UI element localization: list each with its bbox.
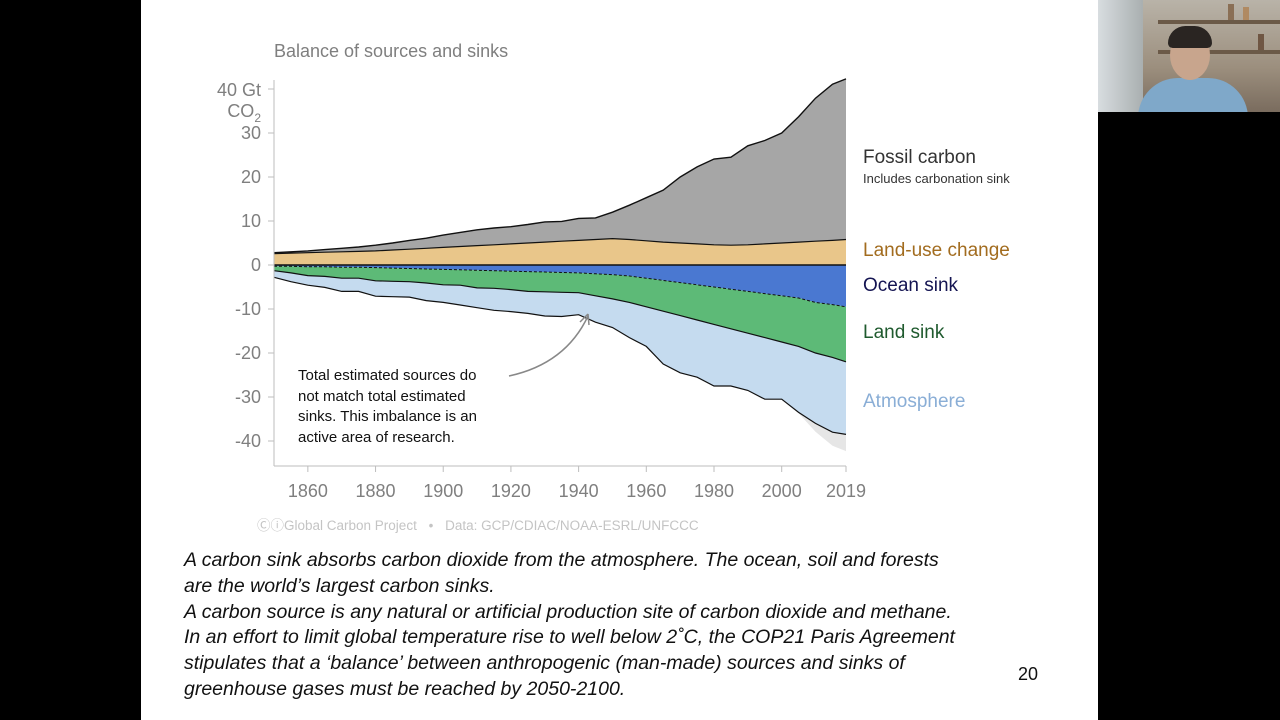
- webcam-presenter-hair: [1168, 26, 1212, 48]
- legend-fossil-sublabel: Includes carbonation sink: [863, 171, 1010, 186]
- y-tick-label: 30: [241, 123, 261, 143]
- series-ocean-sink-area: [274, 265, 846, 307]
- annotation-line: sinks. This imbalance is an: [298, 408, 477, 425]
- legend-fossil-carbon: Fossil carbon Includes carbonation sink: [863, 147, 1010, 186]
- caption-line: In an effort to limit global temperature…: [184, 626, 955, 649]
- chart-credit: ⒸⓘGlobal Carbon Project • Data: GCP/CDIA…: [257, 514, 699, 534]
- legend-land-use-change: Land-use change: [863, 240, 1010, 261]
- credit-data-source: Data: GCP/CDIAC/NOAA-ESRL/UNFCCC: [445, 518, 699, 533]
- presenter-webcam-video: [1098, 0, 1280, 112]
- webcam-book: [1228, 4, 1234, 20]
- series-land-sink-area: [274, 266, 846, 362]
- legend-fossil-label: Fossil carbon: [863, 147, 976, 168]
- y-unit-label: 40 Gt: [217, 80, 261, 100]
- series-fossil-carbon-area: [274, 78, 846, 254]
- land-use-top-line: [273, 237, 847, 255]
- webcam-book: [1243, 7, 1249, 20]
- legend-atmosphere: Atmosphere: [863, 391, 966, 412]
- caption-line: A carbon sink absorbs carbon dioxide fro…: [184, 549, 939, 571]
- annotation-line: Total estimated sources do: [298, 367, 477, 384]
- x-tick-label: 1920: [491, 481, 531, 501]
- webcam-book: [1258, 34, 1264, 50]
- land-sink-bottom-line: [273, 270, 847, 363]
- x-tick-label: 2000: [762, 481, 802, 501]
- fossil-top-line: [273, 78, 847, 254]
- webcam-shelf: [1158, 50, 1280, 54]
- x-tick-label: 1860: [288, 481, 328, 501]
- webcam-presenter-shirt: [1138, 78, 1248, 112]
- x-tick-label: 1960: [626, 481, 666, 501]
- caption-line: A carbon source is any natural or artifi…: [184, 600, 952, 623]
- x-tick-label: 1880: [356, 481, 396, 501]
- caption-line: greenhouse gases must be reached by 2050…: [184, 677, 626, 700]
- ocean-bottom-line: [274, 265, 847, 308]
- annotation-arrow-head: [579, 313, 590, 326]
- caption-line: are the world’s largest carbon sinks.: [184, 574, 495, 597]
- annotation-line: not match total estimated: [298, 387, 466, 405]
- x-tick-label: 1980: [694, 481, 734, 501]
- caption-line: stipulates that a ‘balance’ between anth…: [184, 652, 905, 675]
- y-tick-label: -20: [235, 343, 261, 363]
- legend-ocean-sink: Ocean sink: [863, 275, 959, 296]
- atmosphere-bottom-line: [273, 276, 847, 435]
- credit-project: ⒸⓘGlobal Carbon Project: [257, 518, 417, 533]
- legend-land-sink: Land sink: [863, 322, 945, 343]
- y-unit-label-unit: CO2: [227, 101, 261, 125]
- y-tick-label: -10: [235, 299, 261, 319]
- webcam-window-light: [1098, 0, 1143, 112]
- slide-caption: A carbon sink absorbs carbon dioxide fro…: [184, 548, 1064, 703]
- imbalance-annotation: Total estimated sources do not match tot…: [298, 366, 513, 448]
- series-atmosphere-area: [274, 270, 846, 435]
- webcam-shelf: [1158, 20, 1280, 24]
- page-number: 20: [1018, 664, 1039, 684]
- x-tick-label: 1900: [423, 481, 463, 501]
- y-tick-label: 0: [251, 255, 261, 275]
- series-land-use-change-area: [274, 238, 846, 265]
- y-tick-label: 20: [241, 167, 261, 187]
- chart-title: Balance of sources and sinks: [274, 41, 508, 61]
- y-tick-label: -40: [235, 431, 261, 451]
- x-tick-label: 2019: [826, 481, 866, 501]
- credit-separator: •: [428, 518, 434, 533]
- y-tick-label: -30: [235, 387, 261, 407]
- slide: Balance of sources and sinks 40 Gt CO2 30 20…: [141, 0, 1098, 720]
- x-tick-label: 1940: [559, 481, 599, 501]
- annotation-arrow: [508, 315, 589, 377]
- annotation-line: active area of research.: [298, 428, 455, 446]
- y-tick-label: 10: [241, 211, 261, 231]
